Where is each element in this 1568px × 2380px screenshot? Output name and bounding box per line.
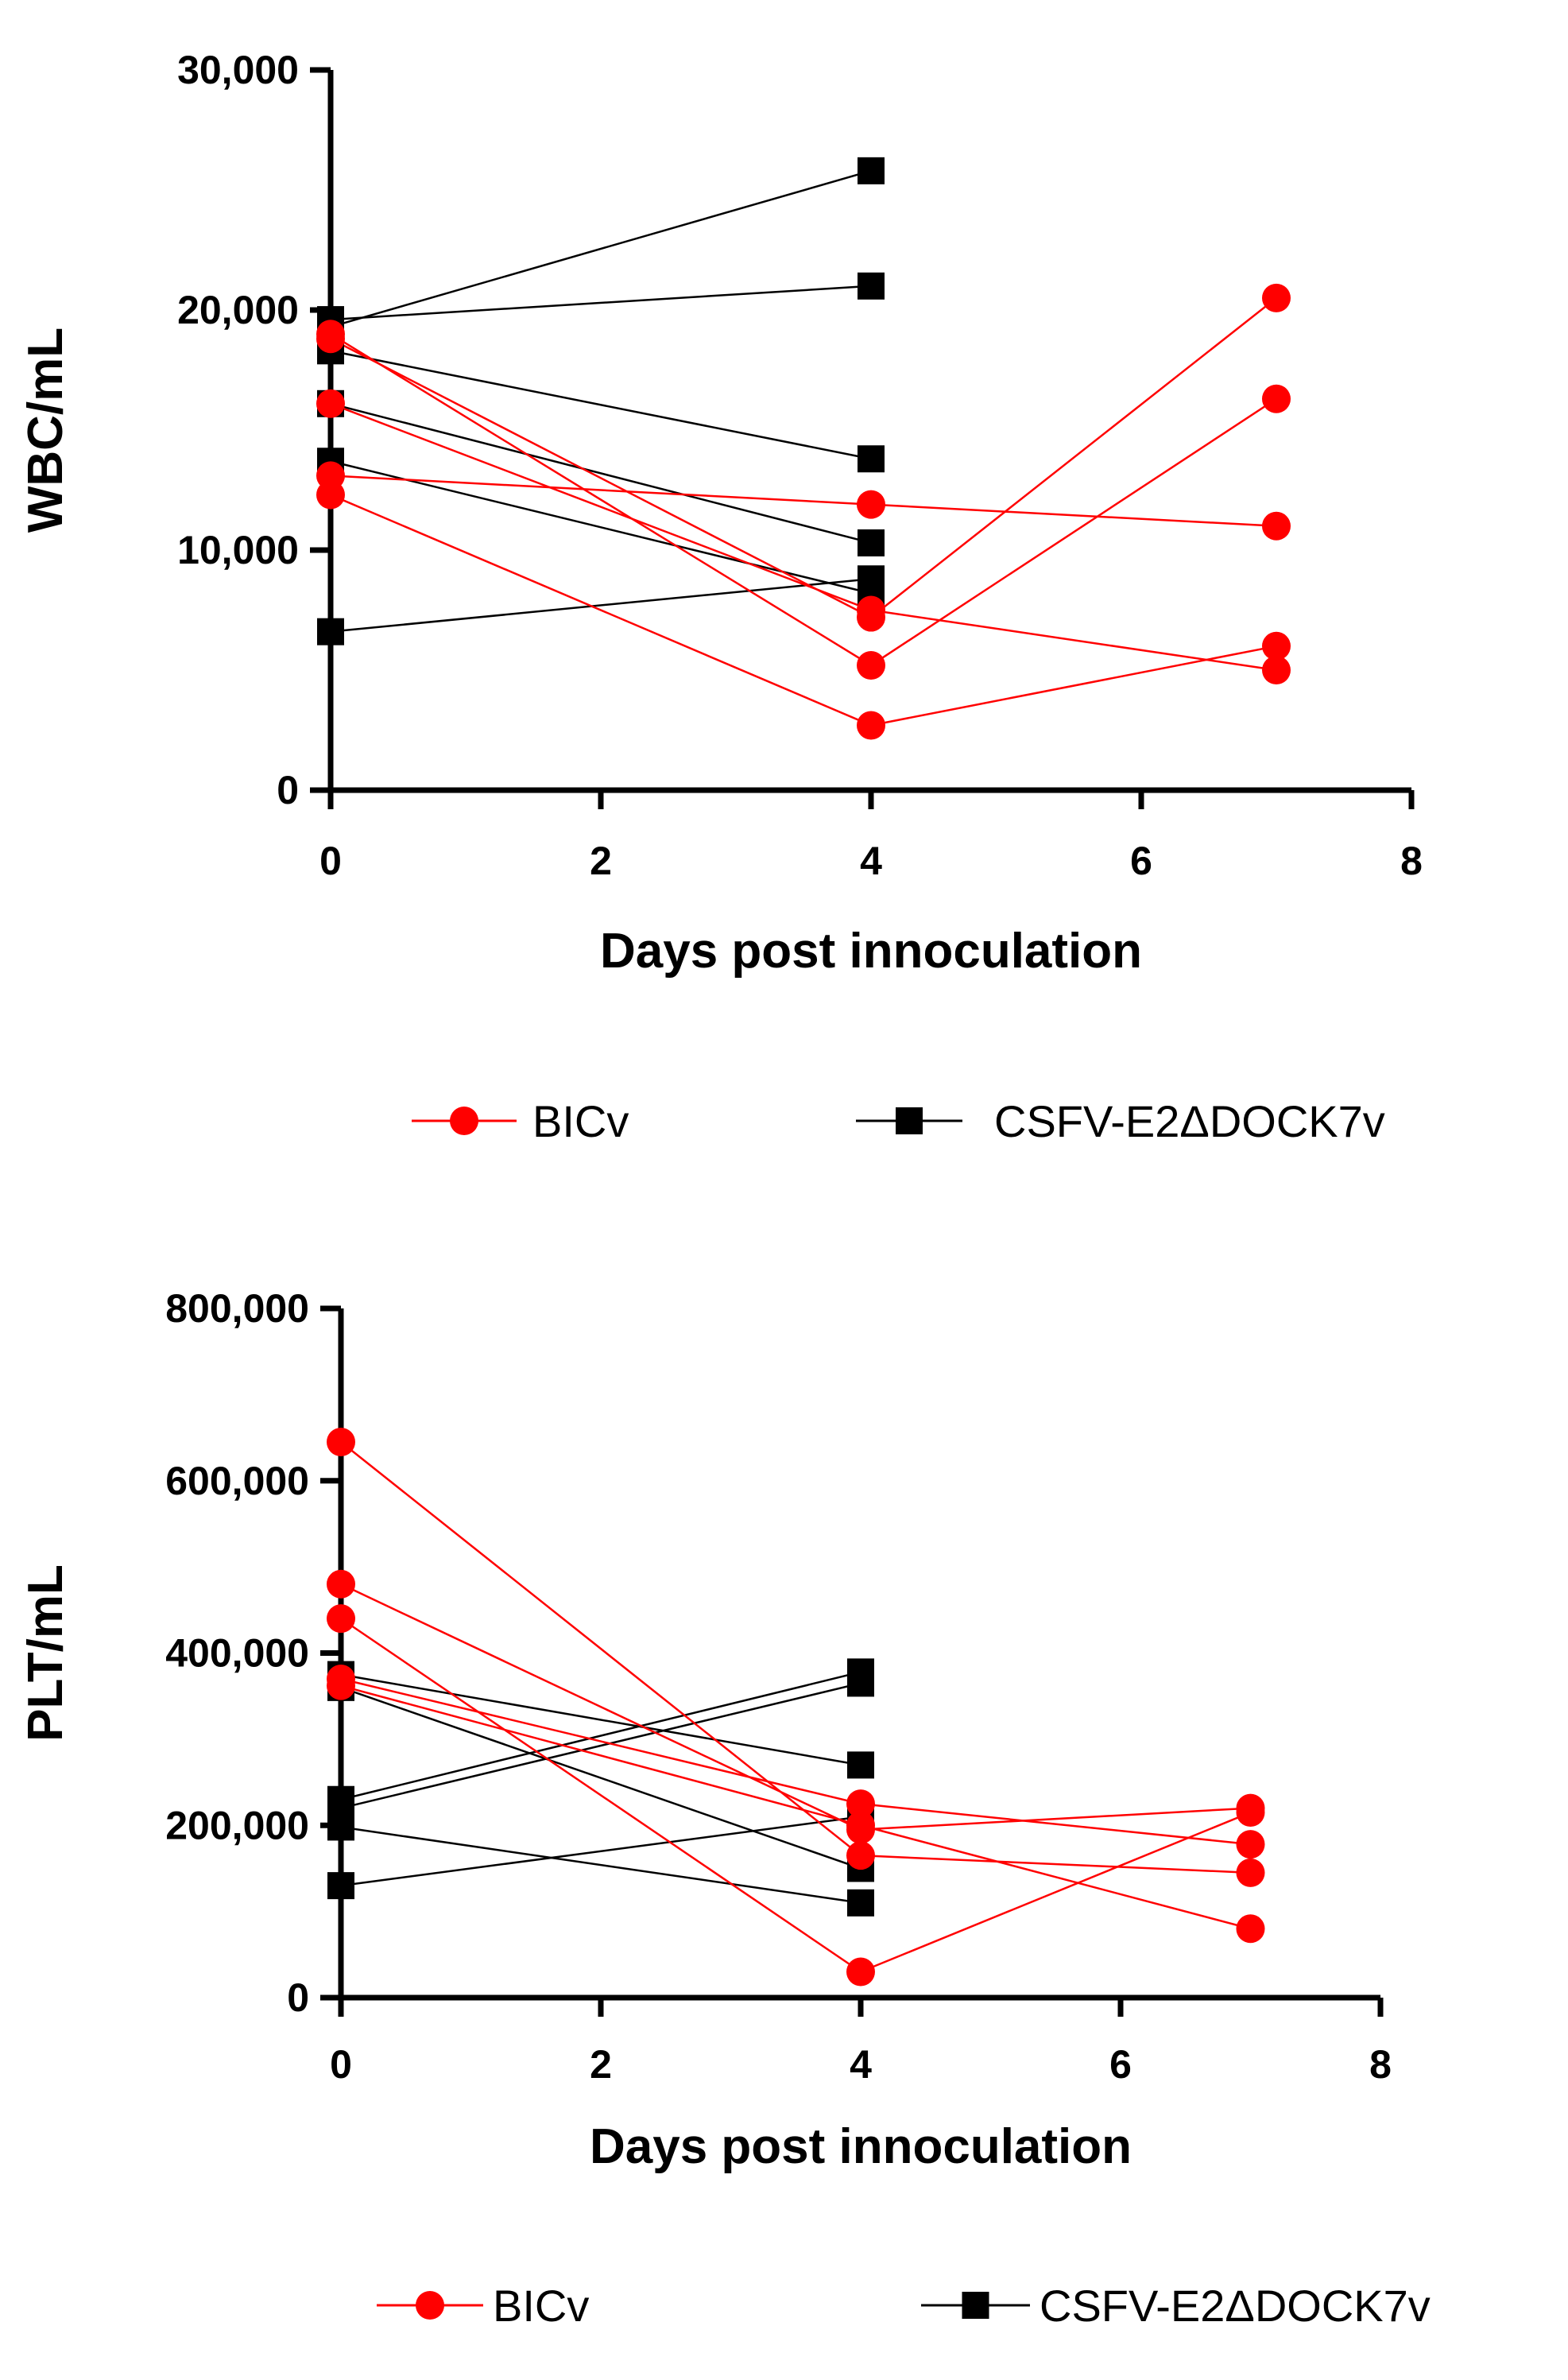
series-line-bicv-8 (330, 402, 1277, 672)
legend-label-csfv: CSFV-E2ΔDOCK7v (1040, 2281, 1431, 2331)
series-line-csfv-1 (340, 1686, 861, 1870)
x-tick-label: 8 (1400, 839, 1423, 883)
series-line-bicv-6 (330, 333, 1277, 667)
y-axis-title: PLT/mL (18, 1564, 73, 1742)
series-line-bicv-10 (340, 1684, 1251, 1930)
y-axis-title: WBC/mL (18, 328, 73, 533)
data-point-bicv-7-0 (316, 324, 345, 354)
x-tick-label: 0 (319, 839, 342, 883)
data-point-bicv-8-0 (327, 1604, 355, 1634)
x-tick-label: 6 (1109, 2042, 1132, 2087)
series-line-bicv-9 (330, 475, 1277, 528)
data-point-bicv-6-1 (857, 650, 885, 680)
series-line-bicv-9 (340, 1677, 1251, 1846)
data-point-bicv-10-1 (857, 711, 885, 740)
data-point-csfv-3-1 (847, 1669, 874, 1697)
data-point-bicv-8-2 (1236, 1797, 1265, 1827)
data-point-csfv-1-1 (858, 272, 885, 300)
y-tick-label: 30,000 (177, 48, 299, 92)
series-line-csfv-1 (330, 285, 872, 321)
data-point-bicv-7-2 (1262, 283, 1291, 312)
series-line-bicv-10 (330, 494, 1277, 727)
data-point-bicv-10-0 (316, 480, 345, 510)
data-point-bicv-6-2 (1262, 384, 1291, 413)
x-tick-label: 2 (590, 839, 612, 883)
data-point-csfv-4-1 (847, 1889, 874, 1917)
series-line-csfv-5 (340, 1816, 861, 1887)
series-line-csfv-2 (340, 1671, 861, 1801)
data-point-bicv-8-1 (846, 1957, 875, 1987)
legend-marker-csfv (896, 1107, 923, 1134)
data-point-bicv-8-2 (1262, 656, 1291, 684)
x-axis-title: Days post innoculation (600, 924, 1142, 979)
data-point-bicv-6-1 (846, 1841, 875, 1870)
y-tick-label: 10,000 (177, 528, 299, 572)
series-line-bicv-8 (340, 1618, 1251, 1973)
legend-label-csfv: CSFV-E2ΔDOCK7v (994, 1096, 1385, 1146)
x-tick-label: 8 (1369, 2042, 1392, 2087)
legend-label-bicv: BICv (493, 2281, 589, 2331)
data-point-bicv-10-0 (327, 1671, 355, 1700)
legend-marker-bicv (450, 1107, 478, 1135)
legend-label-bicv: BICv (532, 1096, 629, 1146)
y-tick-label: 200,000 (165, 1803, 309, 1847)
wbc-legend: BICv CSFV-E2ΔDOCK7v (412, 1096, 1385, 1146)
data-point-bicv-6-2 (1236, 1858, 1265, 1887)
data-point-csfv-4-0 (327, 1813, 354, 1841)
x-tick-label: 6 (1130, 839, 1152, 883)
series-line-bicv-7 (340, 1583, 1251, 1831)
y-tick-label: 20,000 (177, 288, 299, 332)
plt-chart: 0 200,000 400,000 600,000 800,000 0 2 4 6 8 Days p… (18, 1286, 1392, 2174)
x-tick-label: 4 (850, 2042, 872, 2087)
data-point-bicv-6-0 (327, 1427, 355, 1456)
x-axis-title: Days post innoculation (590, 2119, 1132, 2174)
series-line-csfv-4 (340, 1826, 861, 1905)
data-point-bicv-9-1 (846, 1789, 875, 1819)
data-point-bicv-10-1 (846, 1811, 875, 1840)
data-point-csfv-5-0 (317, 618, 344, 645)
data-point-csfv-0-1 (847, 1751, 874, 1779)
series-line-csfv-5 (330, 577, 872, 633)
x-tick-label: 2 (590, 2042, 612, 2087)
data-point-bicv-7-0 (327, 1569, 355, 1599)
legend-marker-csfv (962, 2292, 989, 2319)
data-point-csfv-5-0 (327, 1872, 354, 1900)
data-point-csfv-3-1 (858, 529, 885, 556)
plt-legend: BICv CSFV-E2ΔDOCK7v (377, 2281, 1431, 2331)
x-tick-label: 0 (330, 2042, 352, 2087)
data-point-bicv-8-0 (316, 389, 345, 418)
series-line-csfv-0 (330, 169, 872, 328)
data-point-bicv-10-2 (1236, 1914, 1265, 1944)
y-tick-label: 800,000 (165, 1286, 309, 1331)
series-line-csfv-2 (330, 350, 872, 460)
data-point-csfv-5-1 (858, 565, 885, 593)
series-line-csfv-4 (330, 460, 872, 595)
series-line-csfv-3 (340, 1682, 861, 1809)
data-point-csfv-0-1 (858, 157, 885, 184)
series-line-csfv-3 (330, 402, 872, 545)
data-point-bicv-8-1 (857, 595, 885, 625)
data-point-bicv-9-2 (1236, 1830, 1265, 1859)
data-point-bicv-10-2 (1262, 631, 1291, 661)
data-point-csfv-2-1 (858, 445, 885, 473)
wbc-chart: 0 10,000 20,000 30,000 0 2 4 6 8 Days post innocu… (18, 48, 1423, 979)
y-tick-label: 400,000 (165, 1631, 309, 1676)
data-point-bicv-9-1 (857, 490, 885, 519)
data-point-bicv-9-2 (1262, 511, 1291, 541)
y-tick-label: 0 (277, 768, 299, 812)
x-tick-label: 4 (860, 839, 882, 883)
series-line-csfv-0 (340, 1673, 861, 1766)
y-tick-label: 600,000 (165, 1459, 309, 1503)
legend-marker-bicv (416, 2291, 444, 2320)
y-tick-label: 0 (287, 1975, 309, 2020)
